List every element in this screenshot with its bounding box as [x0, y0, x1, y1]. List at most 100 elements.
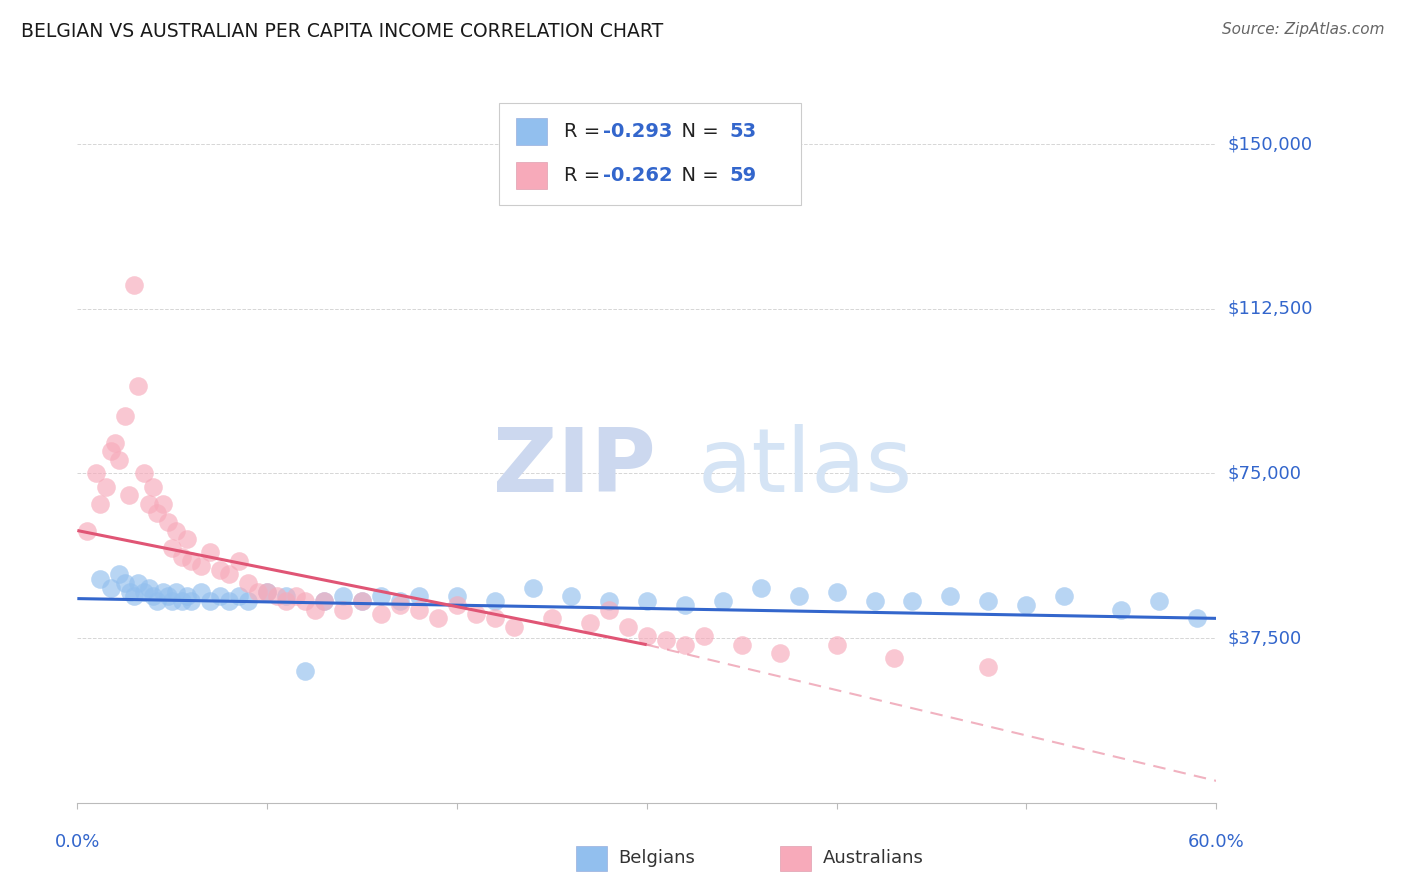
Point [769, 647, 792, 661]
Point [294, 664, 316, 678]
Point [352, 594, 374, 608]
Text: $37,500: $37,500 [1227, 629, 1302, 647]
Point [176, 533, 198, 547]
Point [408, 602, 430, 616]
Point [464, 607, 488, 621]
Text: 0.0%: 0.0% [55, 833, 100, 851]
Text: 53: 53 [730, 121, 756, 141]
Point [1111, 602, 1133, 616]
Point [124, 590, 146, 604]
Point [100, 444, 122, 458]
Point [883, 651, 905, 665]
Point [408, 590, 430, 604]
Text: 60.0%: 60.0% [1188, 833, 1244, 851]
Point [208, 590, 231, 604]
Point [256, 585, 278, 599]
Point [138, 581, 160, 595]
Point [446, 598, 468, 612]
Point [1149, 594, 1171, 608]
Point [157, 515, 180, 529]
Point [598, 602, 620, 616]
Text: 59: 59 [730, 166, 756, 186]
Point [108, 567, 131, 582]
Text: R =: R = [564, 166, 606, 186]
Point [146, 594, 169, 608]
Text: ZIP: ZIP [494, 424, 655, 511]
Point [100, 581, 122, 595]
Point [863, 594, 886, 608]
Point [108, 453, 131, 467]
Point [446, 590, 468, 604]
Point [114, 409, 136, 424]
Text: -0.293: -0.293 [603, 121, 672, 141]
Point [165, 524, 187, 538]
Point [228, 590, 250, 604]
Point [673, 598, 696, 612]
Point [1053, 590, 1076, 604]
Point [218, 567, 240, 582]
Text: $75,000: $75,000 [1227, 465, 1302, 483]
Point [162, 541, 183, 555]
Point [157, 590, 180, 604]
Point [132, 467, 155, 481]
Point [228, 554, 250, 568]
Point [208, 563, 231, 577]
Point [142, 480, 165, 494]
Point [427, 611, 450, 625]
Point [94, 480, 117, 494]
Point [146, 506, 169, 520]
Point [284, 590, 307, 604]
Point [89, 572, 111, 586]
Point [304, 602, 326, 616]
Point [540, 611, 562, 625]
Point [200, 545, 222, 559]
Point [598, 594, 620, 608]
Point [560, 590, 582, 604]
Point [787, 590, 810, 604]
Text: $112,500: $112,500 [1227, 300, 1313, 318]
Point [522, 581, 544, 595]
Point [332, 602, 354, 616]
Point [388, 598, 412, 612]
Point [579, 615, 602, 630]
Point [636, 594, 658, 608]
Point [117, 488, 139, 502]
Point [165, 585, 187, 599]
Text: atlas: atlas [697, 424, 912, 511]
Point [266, 590, 288, 604]
Point [977, 659, 1000, 673]
Text: Source: ZipAtlas.com: Source: ZipAtlas.com [1222, 22, 1385, 37]
Point [693, 629, 716, 643]
Point [825, 638, 848, 652]
Point [236, 576, 259, 591]
Text: N =: N = [669, 166, 725, 186]
Point [370, 590, 392, 604]
Point [332, 590, 354, 604]
Point [314, 594, 336, 608]
Point [236, 594, 259, 608]
Point [314, 594, 336, 608]
Point [711, 594, 734, 608]
Point [731, 638, 754, 652]
Text: $150,000: $150,000 [1227, 135, 1312, 153]
Point [673, 638, 696, 652]
Point [825, 585, 848, 599]
Point [370, 607, 392, 621]
Point [352, 594, 374, 608]
Point [170, 594, 193, 608]
Point [127, 576, 149, 591]
Point [749, 581, 772, 595]
Point [152, 585, 174, 599]
Point [176, 590, 198, 604]
Point [180, 554, 202, 568]
Point [484, 594, 506, 608]
Point [388, 594, 412, 608]
Point [142, 590, 165, 604]
Point [939, 590, 962, 604]
Text: -0.262: -0.262 [603, 166, 673, 186]
Point [1015, 598, 1038, 612]
Point [124, 277, 146, 292]
Point [132, 585, 155, 599]
Point [1187, 611, 1209, 625]
Text: Australians: Australians [823, 849, 924, 867]
